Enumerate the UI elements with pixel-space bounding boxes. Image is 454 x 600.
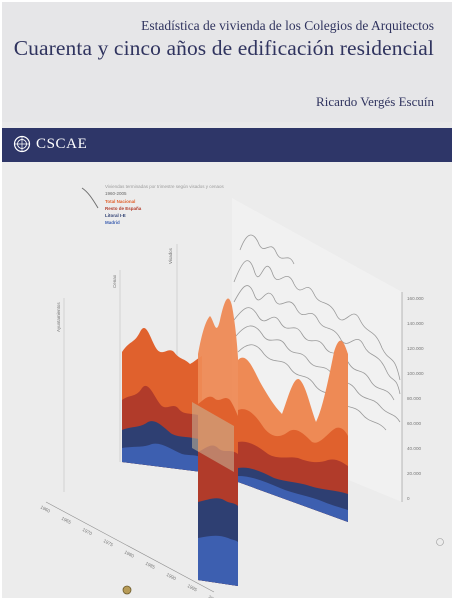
y-axis-ticks: 160.000 140.000 120.000 100.000 80.000 60.000… (407, 296, 424, 501)
y-tick-label: 20.000 (407, 471, 421, 476)
legend-item-madrid: Madrid (105, 220, 120, 226)
page-mark (436, 538, 444, 546)
legend-item-total: Total Nacional (105, 198, 136, 204)
x-tick-label: 1995 (187, 583, 199, 592)
x-tick-label: 1960 (40, 504, 52, 513)
cover-header: Estadística de vivienda de los Colegios … (2, 2, 452, 122)
x-tick-label: 1985 (145, 561, 157, 570)
x-tick-label: 2000 (208, 594, 220, 598)
x-tick-label: 1965 (61, 516, 73, 525)
y-tick-label: 100.000 (407, 371, 424, 376)
slice-right (238, 340, 348, 522)
legend-title: Viviendas terminadas por trimestre según… (105, 184, 224, 189)
x-tick-label: 1970 (82, 527, 94, 536)
legend-item-resto: Resto de España (105, 205, 142, 211)
cover-subtitle: Estadística de vivienda de los Colegios … (141, 18, 434, 33)
axis-label-visados: Visados (168, 247, 173, 264)
y-tick-label: 60.000 (407, 421, 421, 426)
publisher-band: CSCAE (2, 128, 452, 162)
axis-label-cenao: Cenao (112, 274, 117, 288)
cover-title: Cuarenta y cinco años de edificación res… (13, 36, 434, 60)
y-tick-label: 160.000 (407, 296, 424, 301)
back-wall-traces (233, 234, 401, 431)
cscae-emblem-icon (13, 135, 31, 153)
y-tick-label: 140.000 (407, 321, 424, 326)
axis-label-ayuntamientos: Ayuntamientos (56, 302, 61, 332)
y-tick-label: 80.000 (407, 396, 421, 401)
legend-item-litoral: Litoral I-E (105, 213, 126, 219)
x-tick-label: 1990 (166, 572, 178, 581)
slice-main (122, 328, 202, 472)
x-axis-ticks: 1960 1965 1970 1975 1980 1985 1990 1995 2000 (40, 504, 220, 598)
y-tick-label: 40.000 (407, 446, 421, 451)
series-madrid (122, 443, 202, 472)
cover-author: Ricardo Vergés Escuín (316, 94, 434, 109)
legend-range: 1960-2005 (105, 191, 127, 197)
y-tick-label: 120.000 (407, 346, 424, 351)
publisher-logo: CSCAE (12, 134, 87, 154)
x-tick-label: 1975 (103, 538, 115, 547)
overlay-band (192, 402, 234, 472)
x-tick-label: 1980 (124, 549, 136, 558)
publisher-name: CSCAE (36, 135, 88, 152)
seal-mark (122, 585, 132, 595)
corner-scribble (81, 187, 99, 209)
chart-legend: Viviendas terminadas por trimestre según… (105, 183, 224, 227)
y-tick-label: 0 (407, 496, 410, 501)
